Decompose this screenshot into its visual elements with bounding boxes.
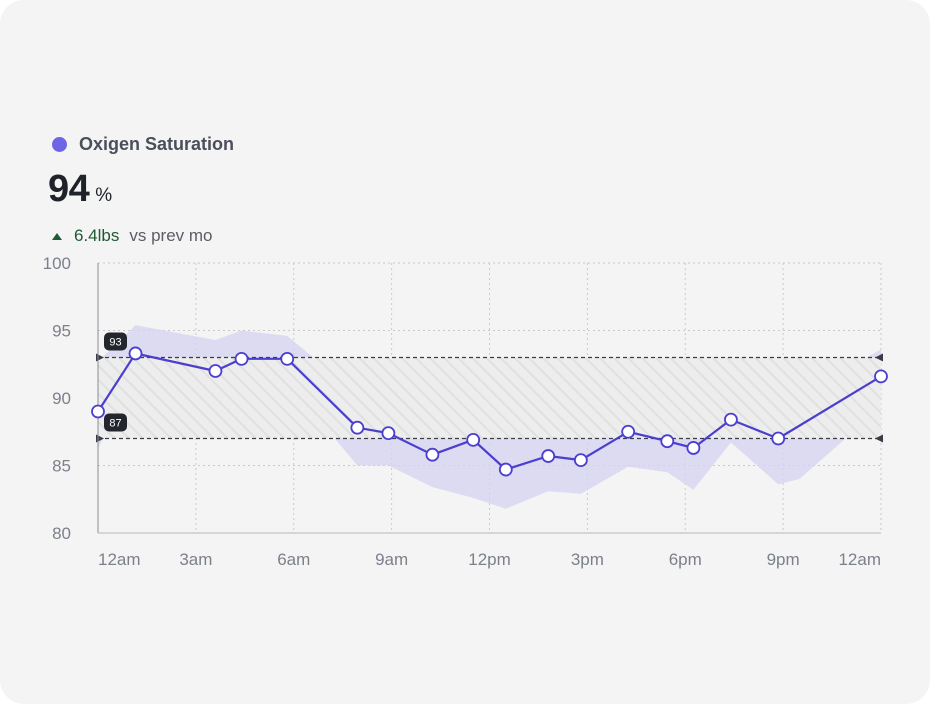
x-tick-label: 9pm [767,550,800,569]
data-point [466,432,481,447]
data-point [874,369,888,384]
data-point [91,404,105,419]
data-point [573,453,588,468]
reference-badge-upper [104,332,127,351]
x-tick-label: 12am [98,550,141,569]
reference-badge-label-upper: 93 [109,337,121,349]
reference-marker-right [875,434,883,443]
series-color-dot [52,137,67,152]
data-point [724,412,738,427]
data-point [498,462,513,477]
delta-row: 6.4lbs vs prev mo [52,226,213,246]
reference-badge-label-lower: 87 [109,418,121,430]
reference-marker-right [875,353,883,362]
data-point [771,431,786,446]
delta-label: vs prev mo [129,226,213,245]
data-point [686,441,701,455]
data-point [541,449,556,463]
x-tick-label: 6pm [669,550,702,569]
legend-row: Oxigen Saturation [52,134,234,155]
x-tick-label: 12am [838,550,881,569]
data-point [660,434,675,449]
reference-range-area [98,357,881,439]
data-point [425,447,440,462]
x-tick-label: 6am [277,550,310,569]
data-point [128,346,143,361]
x-tick-label: 12pm [468,550,511,569]
data-point [208,364,223,378]
reference-badge-lower [104,413,127,432]
data-point [350,420,365,435]
data-point [621,424,636,439]
x-tick-label: 3am [179,550,212,569]
trend-up-icon [52,232,62,240]
x-tick-label: 3pm [571,550,604,569]
y-tick-label: 85 [52,457,71,476]
x-tick-label: 9am [375,550,408,569]
metric-unit: % [95,185,113,206]
metric-value-group: 94 % [48,168,112,211]
data-point [381,426,396,441]
delta-value: 6.4lbs [74,226,120,245]
y-tick-label: 100 [43,254,71,273]
data-point [234,351,249,366]
metric-title: Oxigen Saturation [79,134,235,154]
metric-value: 94 [48,168,90,210]
y-tick-label: 80 [52,524,71,543]
y-tick-label: 90 [52,389,71,408]
data-point [280,351,295,366]
y-tick-label: 95 [52,322,71,341]
